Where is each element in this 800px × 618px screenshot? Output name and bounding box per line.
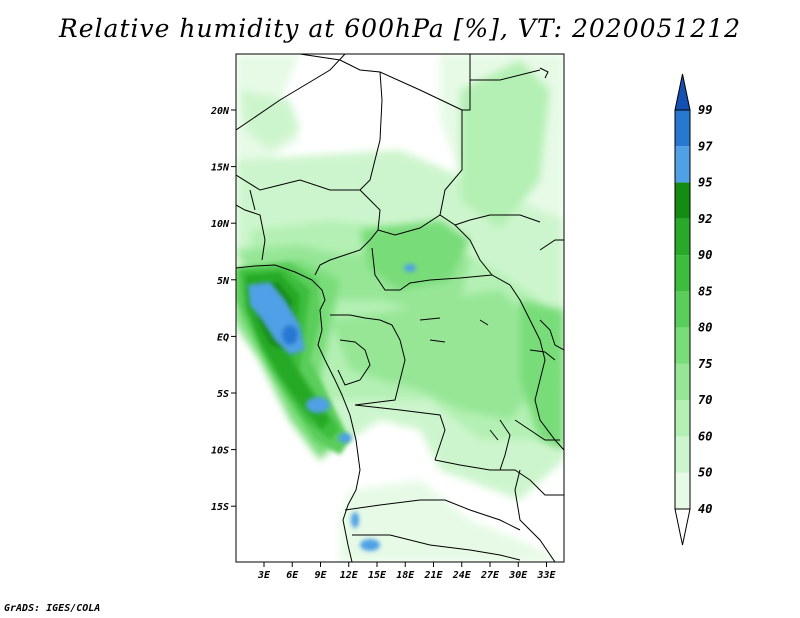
colorbar-label: 75 [698, 357, 712, 371]
colorbar-segment [675, 182, 690, 219]
colorbar-label: 95 [698, 176, 712, 190]
lon-tick-label: 15E [368, 570, 387, 581]
lon-tick-label: 33E [536, 570, 556, 581]
colorbar-label: 85 [698, 284, 712, 298]
colorbar-label: 80 [698, 321, 712, 335]
latitude-axis: 20N 15N 10N 5N EQ 5S 10S 15S [210, 106, 236, 513]
colorbar-segment [675, 327, 690, 364]
colorbar-segment [675, 400, 690, 437]
map-title: Relative humidity at 600hPa [%], VT: 202… [58, 14, 742, 43]
humidity-field [236, 54, 564, 562]
colorbar-label: 70 [698, 393, 712, 407]
lon-tick-label: 21E [423, 570, 443, 581]
country-borders [236, 54, 564, 562]
colorbar-high-arrow [674, 73, 691, 111]
lat-tick-label: 15S [211, 502, 229, 513]
colorbar-segment [675, 436, 690, 473]
colorbar-label: 92 [698, 212, 712, 226]
lon-tick-label: 3E [257, 570, 271, 581]
lat-tick-label: 5N [217, 276, 230, 287]
colorbar-segment [675, 363, 690, 401]
lon-tick-label: 18E [396, 570, 415, 581]
colorbar-label: 99 [698, 103, 712, 117]
colorbar-low-arrow [674, 508, 691, 546]
colorbar: 40 50 60 70 75 80 85 90 92 95 97 99 [674, 73, 713, 546]
colorbar-frame [674, 109, 691, 510]
lon-tick-label: 12E [340, 570, 359, 581]
lat-tick-label: 15N [211, 163, 230, 174]
colorbar-segment [675, 291, 690, 328]
lat-tick-label: 10S [211, 446, 229, 457]
lon-tick-label: 24E [452, 570, 472, 581]
colorbar-segment [675, 218, 690, 256]
colorbar-label: 50 [698, 466, 712, 480]
lat-tick-label: EQ [217, 332, 229, 343]
colorbar-segment [675, 255, 690, 292]
lat-tick-label: 10N [211, 219, 230, 230]
colorbar-segment [675, 146, 690, 183]
lon-tick-label: 6E [286, 570, 299, 581]
lon-tick-label: 27E [480, 570, 500, 581]
colorbar-label: 90 [698, 248, 712, 262]
lon-tick-label: 9E [314, 570, 327, 581]
lon-tick-label: 30E [508, 570, 528, 581]
lat-tick-label: 5S [217, 389, 229, 400]
longitude-axis: 3E 6E 9E 12E 15E 18E 21E 24E 27E 30E 33E [257, 562, 557, 581]
credit-footer: GrADS: IGES/COLA [4, 603, 101, 614]
colorbar-label: 60 [698, 429, 712, 443]
colorbar-label: 97 [698, 139, 713, 153]
map-frame [235, 53, 565, 563]
colorbar-label: 40 [698, 502, 712, 516]
lat-tick-label: 20N [210, 106, 230, 117]
colorbar-segment [675, 110, 690, 147]
colorbar-segment [675, 472, 690, 509]
